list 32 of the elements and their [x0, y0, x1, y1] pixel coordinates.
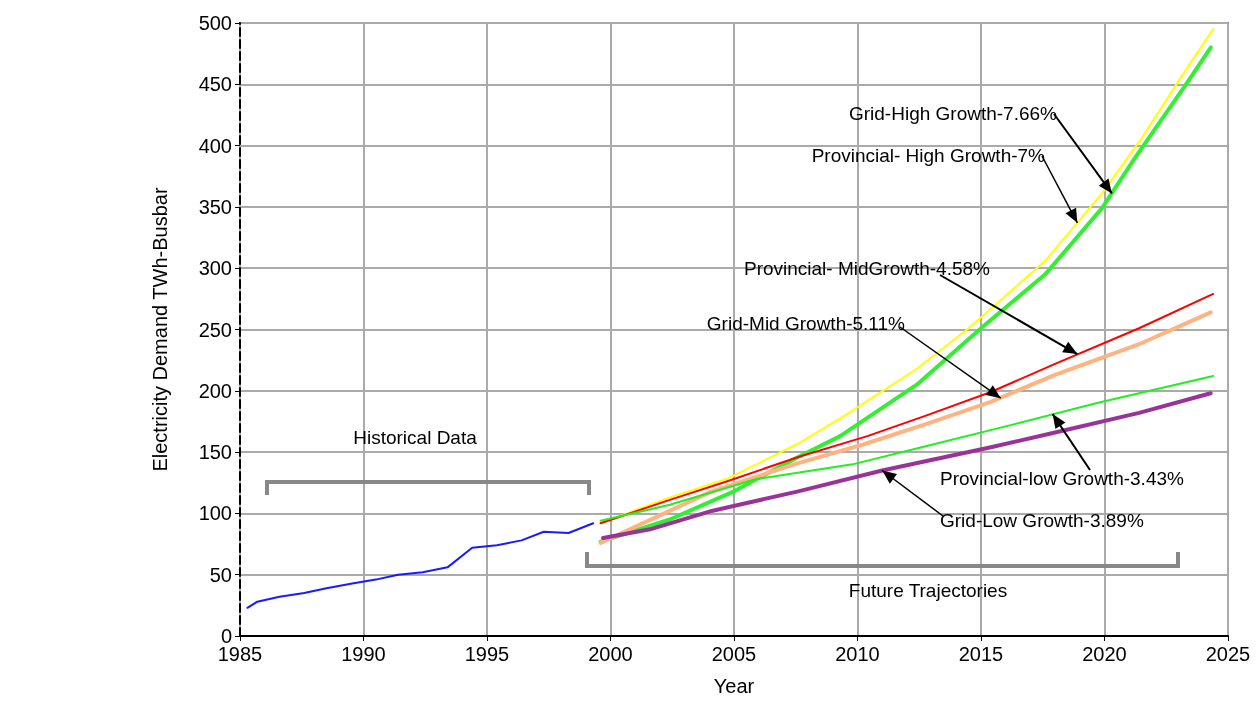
line-series: [246, 522, 595, 609]
annotation: Historical Data: [353, 426, 478, 448]
line-series: [601, 391, 1213, 540]
annotation: Provincial- High Growth-7%: [811, 144, 1046, 166]
y-tick-label: 300: [198, 257, 232, 280]
y-tick-label: 150: [198, 441, 232, 464]
y-tick-label: 200: [198, 379, 232, 402]
line-series: [599, 292, 1215, 525]
x-tick-label: 2015: [958, 643, 1004, 665]
annotation: Grid-Mid Growth-5.11%: [706, 312, 906, 334]
y-tick-label: 250: [198, 318, 232, 341]
line-series: [598, 310, 1213, 545]
y-tick-label: 450: [198, 73, 232, 96]
y-tick-label: 350: [198, 195, 232, 218]
y-axis-title: Electricity Demand TWh-Busbar: [149, 187, 171, 472]
y-tick-label: 100: [198, 502, 232, 525]
annotation: Grid-Low Growth-3.89%: [940, 509, 1144, 531]
x-axis-title: Year: [713, 675, 755, 697]
x-tick-label: 1990: [341, 643, 386, 665]
x-tick-label: 2025: [1205, 643, 1251, 665]
annotation: Future Trajectories: [848, 579, 1008, 601]
x-tick-label: 2020: [1082, 643, 1127, 665]
x-tick-label: 1995: [464, 643, 510, 665]
x-tick-label: 2000: [588, 643, 633, 665]
y-tick-label: 400: [198, 134, 232, 157]
annotation: Grid-High Growth-7.66%: [848, 102, 1058, 124]
y-tick-label: 500: [198, 12, 232, 34]
y-tick-label: 50: [209, 563, 232, 586]
x-tick-label: 2005: [711, 643, 757, 665]
annotation: Provincial-low Growth-3.43%: [940, 467, 1185, 489]
x-tick-label: 2010: [835, 643, 880, 665]
annotation: Provincial- MidGrowth-4.58%: [743, 257, 991, 279]
